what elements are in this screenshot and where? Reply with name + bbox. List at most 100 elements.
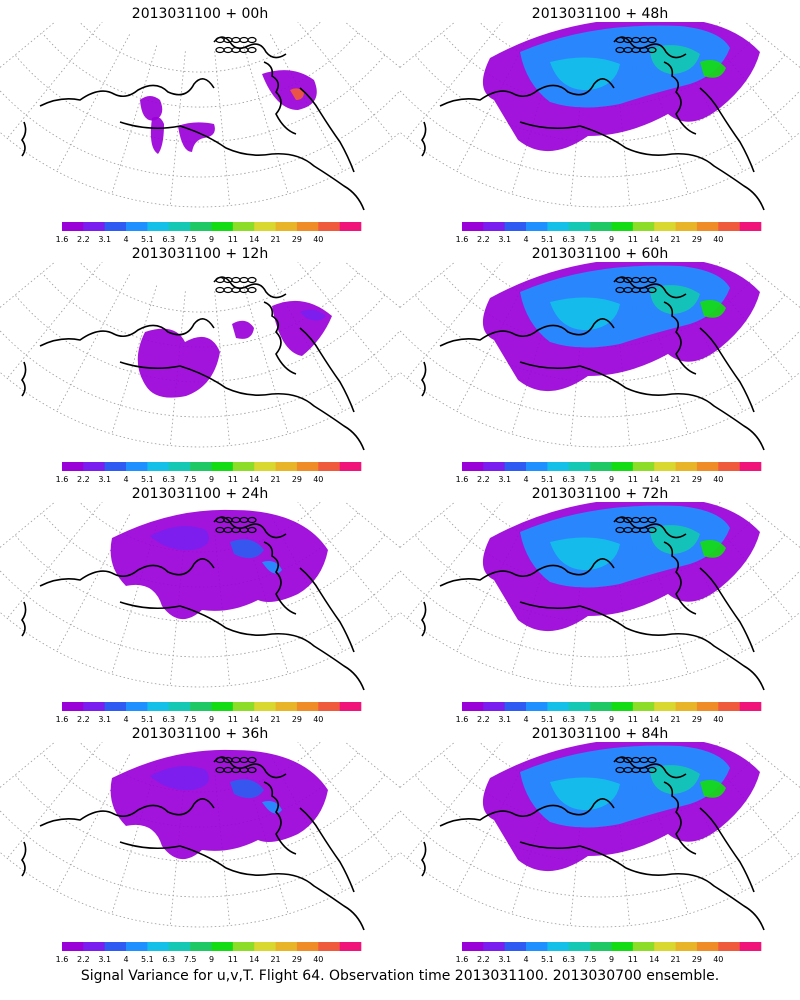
- colorbar-swatch: [296, 462, 319, 471]
- latitude-circle: [0, 131, 400, 208]
- colorbar-tick-label: 7.5: [584, 715, 597, 724]
- colorbar-swatch: [254, 702, 276, 711]
- colorbar: 1.6 2.2 3.1 4 5.1 6.3 7.5 9 11 14 21 29 40: [56, 702, 362, 724]
- colorbar-swatch: [547, 942, 570, 951]
- colorbar-tick-label: 21: [670, 715, 680, 724]
- variance-map: [400, 262, 800, 451]
- coastline-segment: [21, 121, 27, 157]
- colorbar-tick-label: 11: [228, 715, 238, 724]
- island: [247, 276, 257, 284]
- island: [215, 36, 225, 44]
- map-panel-p24: 2013031100 + 24h 1.6 2.2 3.1 4 5.1 6.3 7.5 9 11 14…: [0, 480, 400, 724]
- island: [247, 46, 257, 54]
- map-panel-p60: 2013031100 + 60h 1.6 2.2 3.1 4 5.1 6.3 7.5 9 11 14…: [400, 240, 800, 484]
- meridian-line: [697, 22, 794, 139]
- panel-title: 2013031100 + 00h: [131, 6, 269, 22]
- meridian-line: [744, 22, 800, 68]
- colorbar-swatch: [739, 462, 762, 471]
- meridian-line: [642, 285, 689, 435]
- colorbar-tick-label: 2.2: [77, 955, 90, 964]
- colorbar-swatch: [104, 462, 127, 471]
- latitude-circle: [0, 851, 400, 928]
- colorbar-swatch: [339, 462, 362, 471]
- variance-area: [140, 96, 163, 121]
- colorbar-swatch: [632, 942, 655, 951]
- map-panel-p84: 2013031100 + 84h 1.6 2.2 3.1 4 5.1 6.3 7.5 9 11 14…: [400, 720, 800, 964]
- colorbar-swatch: [462, 942, 484, 951]
- colorbar-swatch: [275, 222, 298, 231]
- colorbar-tick-label: 40: [313, 715, 323, 724]
- meridian-line: [344, 502, 400, 548]
- colorbar-tick-label: 40: [713, 235, 723, 244]
- island: [647, 36, 657, 44]
- colorbar-swatch: [147, 462, 170, 471]
- colorbar-tick-label: 3.1: [498, 955, 511, 964]
- variance-area: [137, 328, 220, 398]
- variance-area: [290, 88, 304, 100]
- coastline-segment: [299, 327, 355, 413]
- coastline-segment: [421, 361, 427, 397]
- meridian-line: [744, 502, 800, 548]
- colorbar-tick-label: 21: [270, 475, 280, 484]
- coastline-segment: [663, 781, 697, 855]
- figure-caption: Signal Variance for u,v,T. Flight 64. Ob…: [80, 968, 720, 984]
- colorbar-swatch: [296, 222, 319, 231]
- colorbar-swatch: [83, 462, 106, 471]
- colorbar-swatch: [104, 702, 127, 711]
- colorbar-tick-label: 7.5: [584, 235, 597, 244]
- colorbar-tick-label: 1.6: [456, 235, 469, 244]
- meridian-line: [642, 45, 689, 195]
- colorbar-swatch: [254, 942, 276, 951]
- colorbar-swatch: [611, 462, 634, 471]
- colorbar-tick-label: 9: [209, 475, 214, 484]
- colorbar-legend: 1.6 2.2 3.1 4 5.1 6.3 7.5 9 11 14 21 29 40: [456, 942, 762, 964]
- variance-area: [650, 525, 700, 554]
- colorbar-tick-label: 6.3: [562, 235, 575, 244]
- colorbar-swatch: [504, 942, 527, 951]
- colorbar-tick-label: 1.6: [456, 475, 469, 484]
- colorbar-tick-label: 11: [628, 235, 638, 244]
- variance-field: [483, 262, 760, 391]
- colorbar-tick-label: 6.3: [162, 715, 175, 724]
- colorbar-swatch: [739, 702, 762, 711]
- colorbar-tick-label: 3.1: [98, 955, 111, 964]
- colorbar-tick-label: 40: [313, 235, 323, 244]
- meridian-line: [169, 51, 186, 206]
- colorbar-swatch: [254, 462, 276, 471]
- meridian-line: [642, 765, 689, 915]
- colorbar-swatch: [62, 222, 84, 231]
- colorbar-tick-label: 4: [124, 715, 129, 724]
- meridian-line: [111, 285, 158, 435]
- map-panel-p00: 2013031100 + 00h 1.6 2.2 3.1 4 5.1 6.3 7.5 9 11 14…: [0, 0, 400, 244]
- island: [231, 276, 241, 284]
- latitude-circle: [400, 131, 800, 208]
- coastline-segment: [263, 541, 297, 615]
- island: [647, 526, 657, 534]
- colorbar-swatch: [190, 942, 212, 951]
- island: [647, 286, 657, 294]
- variance-area: [178, 122, 215, 152]
- colorbar-tick-label: 14: [649, 235, 659, 244]
- variance-area: [300, 309, 326, 321]
- coastline-segment: [421, 841, 427, 877]
- meridian-line: [297, 22, 394, 139]
- latitude-circle: [14, 54, 386, 143]
- panel-title: 2013031100 + 84h: [531, 726, 669, 742]
- colorbar-tick-label: 1.6: [56, 235, 69, 244]
- colorbar-tick-label: 14: [249, 715, 259, 724]
- colorbar-swatch: [739, 942, 762, 951]
- coastline-segment: [519, 601, 765, 691]
- colorbar: 1.6 2.2 3.1 4 5.1 6.3 7.5 9 11 14 21 29 40: [456, 942, 762, 964]
- colorbar-swatch: [339, 222, 362, 231]
- coastline-segment: [119, 601, 365, 691]
- variance-area: [110, 749, 328, 860]
- variance-area: [700, 780, 726, 798]
- coastline: [21, 36, 365, 211]
- meridian-line: [406, 502, 503, 619]
- coastline-segment: [39, 78, 215, 107]
- panel-title: 2013031100 + 72h: [531, 486, 669, 502]
- colorbar-tick-label: 4: [524, 235, 529, 244]
- meridian-line: [744, 742, 800, 788]
- colorbar-tick-label: 4: [524, 955, 529, 964]
- latitude-circle: [79, 262, 321, 313]
